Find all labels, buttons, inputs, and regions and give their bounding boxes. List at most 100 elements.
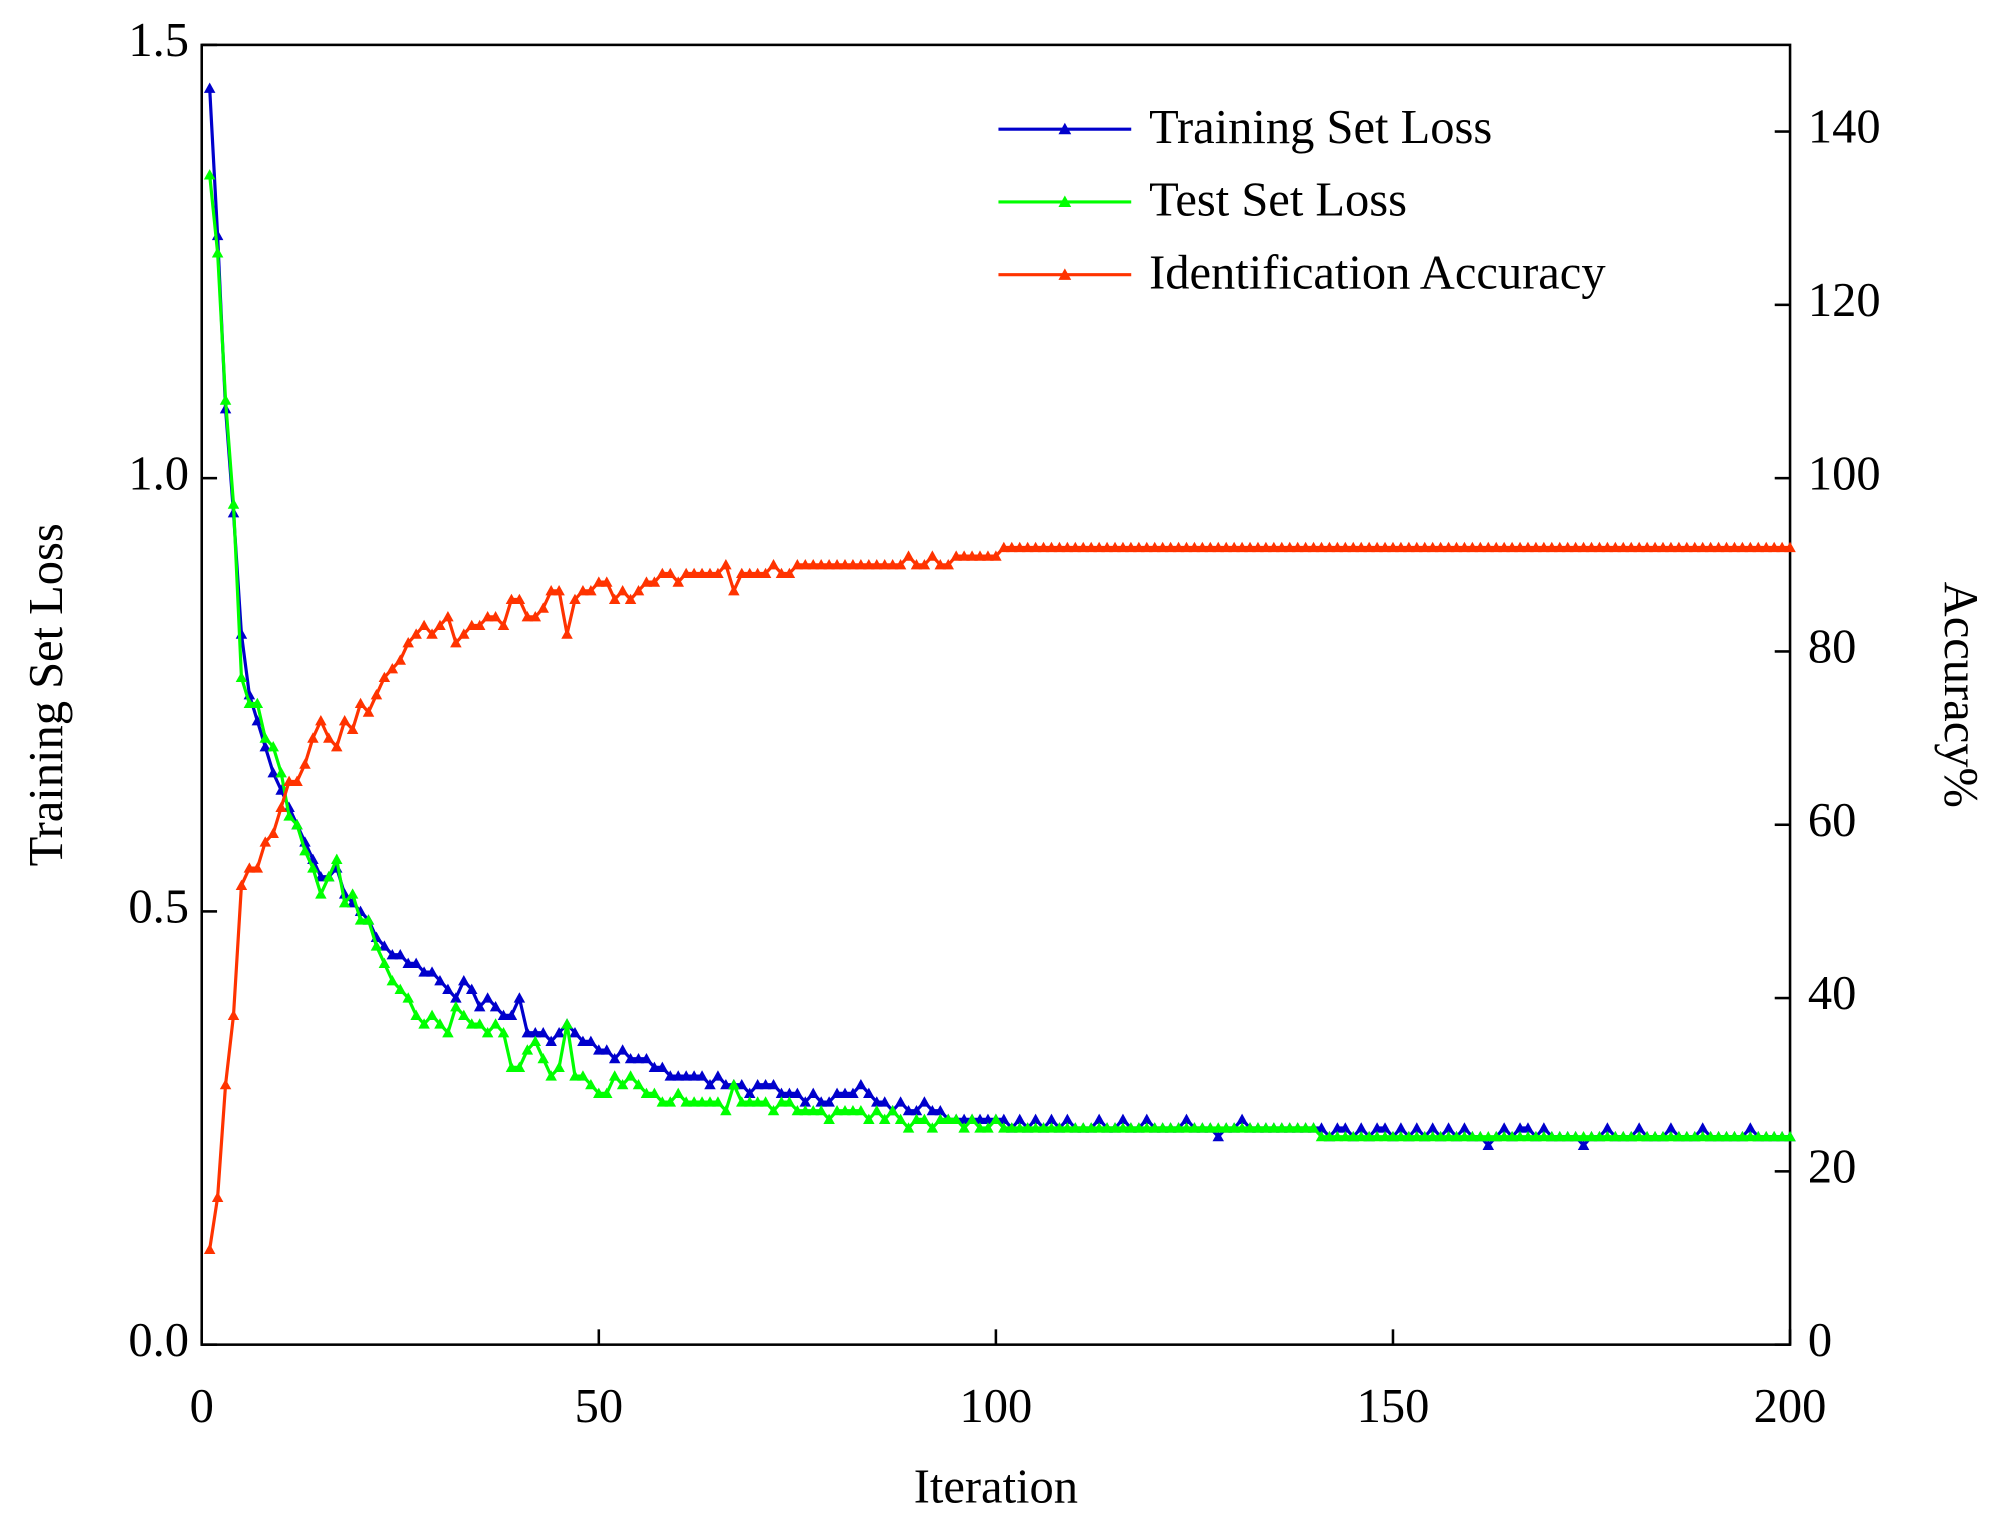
legend-marker (1058, 195, 1072, 208)
data-point (1498, 541, 1510, 553)
data-point (442, 983, 454, 994)
data-point (1712, 1130, 1725, 1142)
data-point (1276, 541, 1288, 553)
data-point (1220, 1122, 1232, 1133)
data-point (553, 585, 565, 596)
y2-tick-label: 120 (1808, 274, 1881, 327)
data-point (1490, 541, 1502, 553)
data-point (450, 1000, 462, 1012)
data-point (489, 611, 502, 622)
data-point (1037, 1122, 1050, 1133)
data-point (1538, 1130, 1550, 1142)
data-point (863, 559, 875, 570)
data-point (553, 1026, 565, 1038)
data-point (1458, 1130, 1471, 1142)
data-point (1101, 1122, 1113, 1133)
data-point (450, 992, 462, 1003)
data-point (871, 1096, 883, 1107)
data-point (426, 628, 438, 639)
data-point (1538, 1122, 1550, 1133)
data-point (743, 1087, 756, 1098)
data-point (688, 1070, 700, 1081)
data-point (378, 957, 391, 968)
data-point (378, 940, 391, 951)
data-point (1665, 1122, 1677, 1133)
data-point (1315, 1122, 1328, 1133)
data-point (1673, 1130, 1685, 1142)
data-point (1077, 541, 1089, 553)
data-point (323, 870, 335, 882)
series-line (208, 545, 1791, 1250)
data-point (855, 1078, 867, 1090)
data-point (1204, 1122, 1217, 1133)
data-point (1331, 1122, 1344, 1133)
data-point (203, 169, 216, 180)
data-point (1101, 541, 1113, 553)
data-point (497, 619, 510, 631)
data-point (1641, 1130, 1653, 1142)
data-point (878, 1113, 891, 1124)
data-point (354, 697, 367, 709)
data-point (1315, 1130, 1328, 1142)
data-point (688, 567, 700, 579)
data-point (743, 1096, 756, 1107)
data-point (616, 1044, 629, 1055)
data-point (1617, 541, 1630, 553)
data-point (434, 1018, 446, 1029)
data-point (1681, 1130, 1693, 1142)
data-point (1728, 1130, 1741, 1142)
data-point (1450, 541, 1463, 553)
data-point (426, 1009, 438, 1020)
data-point (299, 845, 311, 856)
data-point (1013, 1113, 1026, 1124)
data-point (863, 1113, 875, 1124)
data-point (1665, 1130, 1677, 1142)
data-point (259, 732, 272, 743)
data-point (235, 628, 248, 639)
data-point (823, 1096, 835, 1107)
data-point (998, 1113, 1010, 1124)
data-point (1141, 1122, 1153, 1133)
data-point (1395, 1122, 1407, 1133)
data-point (1442, 1130, 1455, 1142)
data-point (656, 1096, 669, 1107)
data-point (1077, 1122, 1089, 1133)
data-point (1196, 541, 1209, 553)
data-point (855, 559, 867, 570)
data-point (458, 974, 470, 986)
data-point (767, 1078, 780, 1090)
data-point (688, 1096, 700, 1107)
data-point (1323, 541, 1336, 553)
data-point (871, 559, 883, 570)
data-point (990, 1113, 1002, 1124)
data-point (569, 1026, 581, 1038)
data-point (1133, 1122, 1145, 1133)
data-point (593, 1044, 605, 1055)
data-point (203, 82, 216, 93)
data-point (1387, 1130, 1399, 1142)
data-point (799, 1104, 812, 1116)
data-point (1013, 1122, 1026, 1133)
data-point (1045, 1113, 1058, 1124)
data-point (577, 1070, 589, 1081)
data-point (1085, 1122, 1097, 1133)
data-point (537, 1052, 549, 1064)
data-point (1418, 541, 1431, 553)
data-point (847, 559, 859, 570)
data-point (330, 741, 343, 752)
data-point (791, 1087, 804, 1098)
data-point (1379, 541, 1391, 553)
data-point (1569, 541, 1582, 553)
data-point (1069, 1122, 1082, 1133)
y2-tick-label: 60 (1808, 794, 1856, 847)
data-point (442, 1026, 454, 1038)
data-point (1013, 541, 1026, 553)
data-point (251, 862, 264, 873)
data-point (418, 966, 430, 977)
data-point (1371, 1122, 1383, 1133)
data-point (1554, 541, 1566, 553)
data-point (1498, 1122, 1510, 1133)
data-point (807, 1087, 819, 1098)
data-point (545, 1070, 557, 1081)
data-point (799, 559, 812, 570)
